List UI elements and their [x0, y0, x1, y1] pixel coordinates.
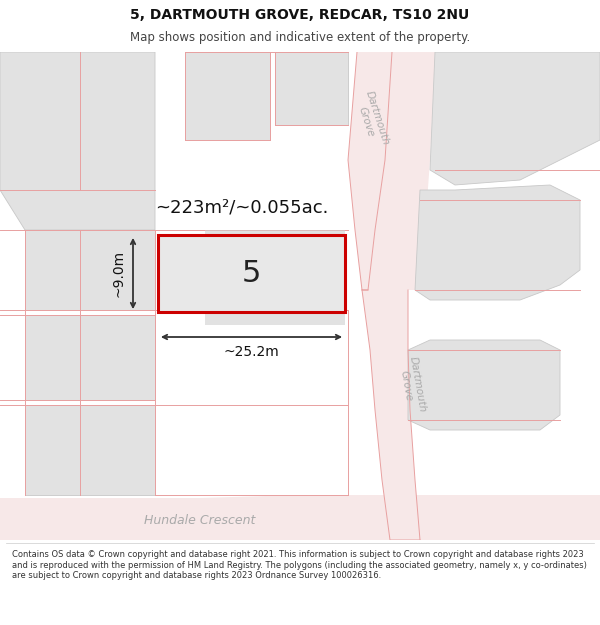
Polygon shape: [415, 185, 580, 300]
Text: 5, DARTMOUTH GROVE, REDCAR, TS10 2NU: 5, DARTMOUTH GROVE, REDCAR, TS10 2NU: [130, 8, 470, 21]
Polygon shape: [25, 315, 155, 400]
Polygon shape: [205, 230, 345, 325]
Polygon shape: [348, 52, 435, 540]
Text: Map shows position and indicative extent of the property.: Map shows position and indicative extent…: [130, 31, 470, 44]
Polygon shape: [185, 52, 270, 140]
Polygon shape: [25, 230, 155, 310]
Polygon shape: [0, 495, 600, 540]
Text: Dartmouth
Grove: Dartmouth Grove: [397, 355, 428, 415]
Polygon shape: [0, 52, 155, 230]
Polygon shape: [158, 235, 345, 312]
Text: Dartmouth
Grove: Dartmouth Grove: [353, 90, 391, 150]
Text: ~223m²/~0.055ac.: ~223m²/~0.055ac.: [155, 199, 328, 217]
Polygon shape: [408, 340, 560, 430]
Text: Contains OS data © Crown copyright and database right 2021. This information is : Contains OS data © Crown copyright and d…: [12, 550, 587, 580]
Text: ~9.0m: ~9.0m: [111, 250, 125, 297]
Polygon shape: [430, 52, 600, 185]
Text: ~25.2m: ~25.2m: [224, 345, 280, 359]
Polygon shape: [348, 52, 392, 290]
Polygon shape: [275, 52, 348, 125]
Polygon shape: [25, 405, 155, 495]
Text: Hundale Crescent: Hundale Crescent: [145, 514, 256, 526]
Text: 5: 5: [242, 259, 261, 288]
